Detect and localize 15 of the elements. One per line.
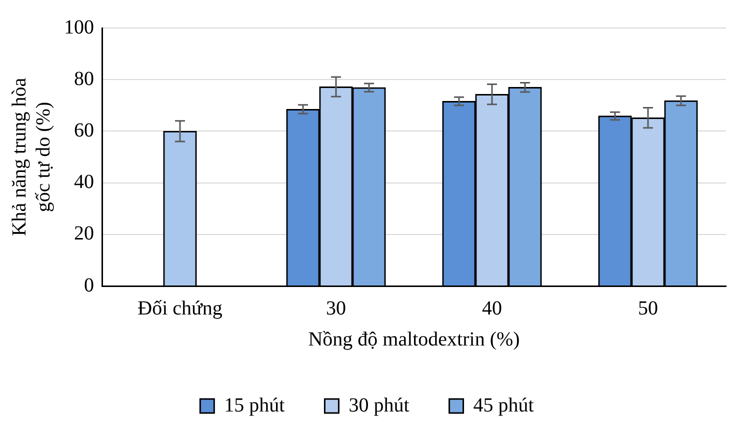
- x-tick-label: 40: [482, 297, 502, 320]
- legend-label: 45 phút: [473, 394, 534, 416]
- y-tick-label: 0: [84, 274, 94, 296]
- x-tick-label: Đối chứng: [138, 297, 222, 320]
- x-tick-label: 30: [326, 297, 346, 320]
- y-tick-label: 60: [74, 119, 94, 142]
- legend-label: 30 phút: [348, 394, 410, 416]
- y-tick-label: 40: [74, 171, 94, 194]
- y-tick-label: 80: [74, 68, 94, 90]
- x-tick-label: 50: [638, 297, 658, 320]
- y-tick-label: 100: [64, 16, 94, 38]
- y-tick-label: 20: [74, 222, 94, 245]
- legend-label: 15 phút: [224, 394, 286, 416]
- x-axis-title: Nồng độ maltodextrin (%): [308, 328, 520, 350]
- y-axis-title: Khả năng trung hòa gốc tự do (%): [8, 78, 54, 236]
